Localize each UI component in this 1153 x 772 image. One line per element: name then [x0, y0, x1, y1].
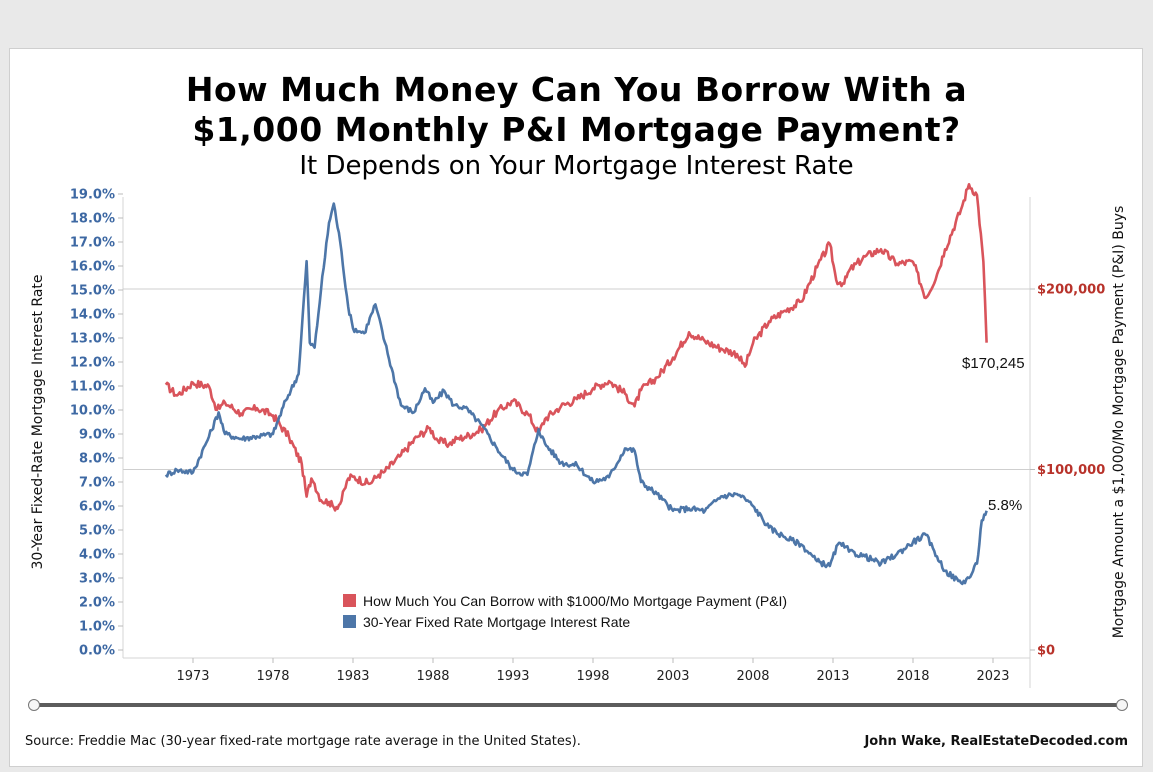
legend: How Much You Can Borrow with $1000/Mo Mo… [343, 590, 787, 632]
right-tick-label: $200,000 [1037, 283, 1105, 298]
time-range-slider[interactable] [28, 699, 1128, 711]
annotation-borrow-latest: $170,245 [962, 355, 1025, 372]
x-tick-label: 2008 [736, 669, 769, 684]
left-tick-label: 17.0% [70, 236, 115, 251]
x-tick-label: 1993 [496, 669, 529, 684]
x-tick-label: 2018 [896, 669, 929, 684]
left-tick-label: 16.0% [70, 260, 115, 275]
chart-title: How Much Money Can You Borrow With a [185, 70, 968, 109]
slider-handle-start[interactable] [28, 699, 40, 711]
x-tick-label: 2013 [816, 669, 849, 684]
right-tick-label: $0 [1037, 644, 1055, 659]
x-tick-label: 1988 [416, 669, 449, 684]
left-tick-label: 10.0% [70, 404, 115, 419]
x-tick-label: 1978 [256, 669, 289, 684]
series-line-borrow-amount [164, 183, 988, 512]
legend-item-rate: 30-Year Fixed Rate Mortgage Interest Rat… [343, 611, 787, 632]
left-tick-label: 4.0% [79, 548, 115, 563]
left-tick-label: 19.0% [70, 188, 115, 203]
left-tick-label: 15.0% [70, 284, 115, 299]
left-tick-label: 3.0% [79, 572, 115, 587]
chart-subtitle: It Depends on Your Mortgage Interest Rat… [299, 151, 854, 181]
x-tick-label: 2003 [656, 669, 689, 684]
left-tick-label: 18.0% [70, 212, 115, 227]
x-tick-label: 1973 [176, 669, 209, 684]
left-tick-label: 8.0% [79, 452, 115, 467]
left-tick-label: 5.0% [79, 524, 115, 539]
chart-frame [9, 48, 1143, 767]
legend-label-borrow: How Much You Can Borrow with $1000/Mo Mo… [363, 592, 788, 609]
annotation-rate-latest: 5.8% [988, 497, 1023, 514]
source-note: Source: Freddie Mac (30-year fixed-rate … [25, 734, 581, 749]
x-tick-label: 1983 [336, 669, 369, 684]
series-line-interest-rate [164, 202, 988, 586]
legend-swatch-borrow [343, 594, 356, 607]
legend-label-rate: 30-Year Fixed Rate Mortgage Interest Rat… [363, 613, 631, 630]
left-axis-title: 30-Year Fixed-Rate Mortgage Interest Rat… [30, 275, 46, 570]
slider-track[interactable] [34, 703, 1122, 707]
legend-swatch-rate [343, 615, 356, 628]
x-tick-label: 1998 [576, 669, 609, 684]
left-tick-label: 12.0% [70, 356, 115, 371]
left-tick-label: 1.0% [79, 620, 115, 635]
chart-title-line2: $1,000 Monthly P&I Mortgage Payment? [192, 110, 961, 149]
left-tick-label: 0.0% [79, 644, 115, 659]
left-tick-label: 7.0% [79, 476, 115, 491]
left-tick-label: 9.0% [79, 428, 115, 443]
credit: John Wake, RealEstateDecoded.com [864, 734, 1128, 749]
right-tick-label: $100,000 [1037, 463, 1105, 478]
left-tick-label: 11.0% [70, 380, 115, 395]
left-tick-label: 14.0% [70, 308, 115, 323]
x-tick-label: 2023 [976, 669, 1009, 684]
slider-handle-end[interactable] [1116, 699, 1128, 711]
left-tick-label: 2.0% [79, 596, 115, 611]
left-tick-label: 6.0% [79, 500, 115, 515]
legend-item-borrow: How Much You Can Borrow with $1000/Mo Mo… [343, 590, 787, 611]
right-axis-title: Mortgage Amount a $1,000/Mo Mortgage Pay… [1111, 206, 1127, 639]
left-tick-label: 13.0% [70, 332, 115, 347]
